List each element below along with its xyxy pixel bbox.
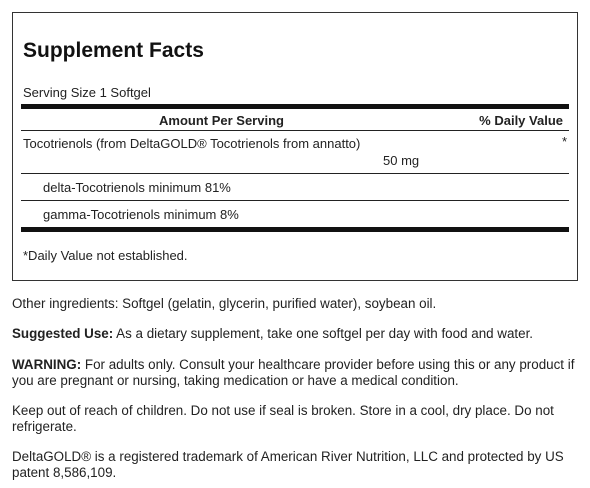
header-amount-per-serving: Amount Per Serving	[159, 113, 284, 128]
divider-thick-bottom	[21, 227, 569, 232]
trademark-notice: DeltaGOLD® is a registered trademark of …	[12, 449, 564, 480]
warning-label: WARNING:	[12, 357, 82, 372]
divider-thick-top	[21, 104, 569, 109]
sub-nutrient-gamma: gamma-Tocotrienols minimum 8%	[43, 207, 239, 222]
nutrient-daily-value: *	[561, 134, 567, 149]
warning: WARNING: For adults only. Consult your h…	[12, 357, 584, 389]
daily-value-footnote: *Daily Value not established.	[23, 248, 188, 263]
sub-nutrient-delta: delta-Tocotrienols minimum 81%	[43, 180, 231, 195]
suggested-use-label: Suggested Use:	[12, 326, 114, 341]
header-daily-value: % Daily Value	[479, 113, 563, 128]
storage-instructions: Keep out of reach of children. Do not us…	[12, 403, 554, 434]
facts-title: Supplement Facts	[23, 39, 204, 62]
supplement-facts-panel: Supplement Facts Serving Size 1 Softgel …	[12, 12, 578, 281]
suggested-use: Suggested Use: As a dietary supplement, …	[12, 326, 584, 342]
suggested-use-text: As a dietary supplement, take one softge…	[113, 326, 534, 341]
warning-text: For adults only. Consult your healthcare…	[12, 357, 575, 388]
other-ingredients: Other ingredients: Softgel (gelatin, gly…	[12, 296, 437, 311]
divider-header	[21, 130, 569, 131]
nutrient-name: Tocotrienols (from DeltaGOLD® Tocotrieno…	[23, 136, 361, 151]
divider-row-1	[21, 173, 569, 174]
serving-size: Serving Size 1 Softgel	[23, 85, 151, 100]
nutrient-amount: 50 mg	[383, 153, 420, 168]
divider-row-2	[21, 200, 569, 201]
